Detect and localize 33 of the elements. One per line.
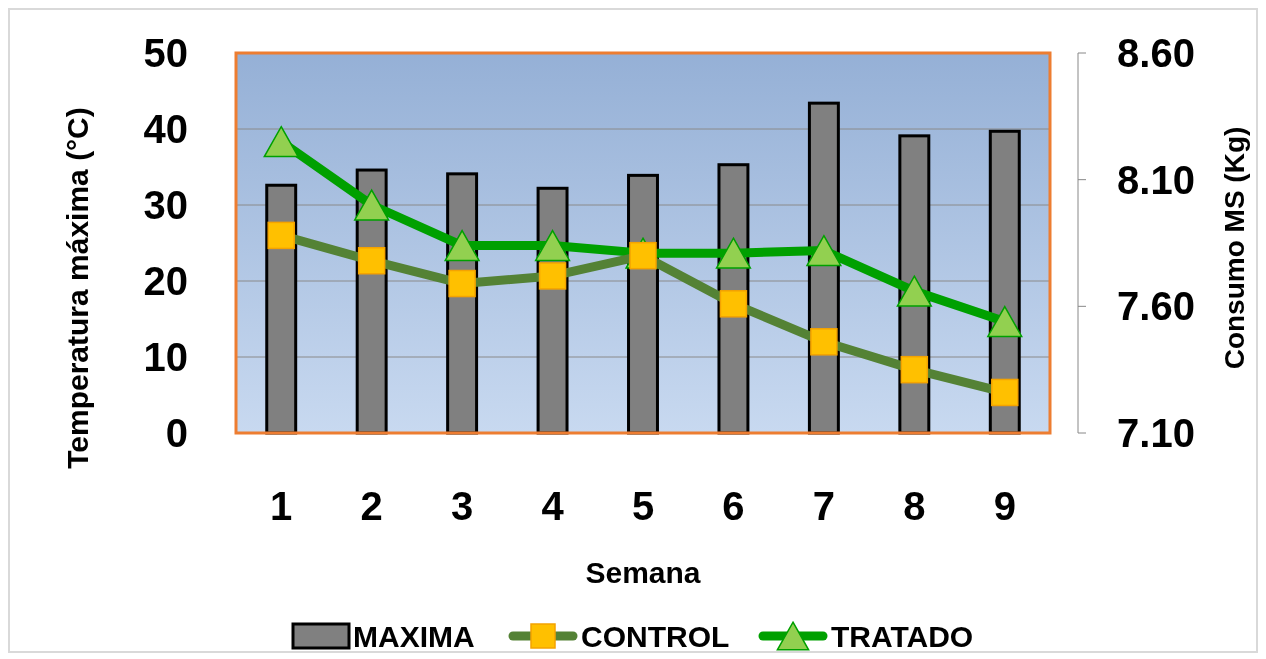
point (896, 275, 932, 307)
y2-axis-title: Consumo MS (Kg) (1219, 126, 1250, 370)
x-tick-label: 5 (631, 484, 655, 528)
y2-tick-label: 7.10 (1117, 411, 1195, 455)
legend-label: MAXIMA (353, 619, 475, 653)
y-tick-label: 0 (165, 411, 188, 455)
y2-tick-label: 8.10 (1117, 157, 1195, 202)
x-tick-label: 9 (993, 484, 1016, 528)
x-tick-label: 3 (450, 484, 474, 528)
y2-tick-label: 8.60 (1117, 31, 1195, 75)
y-tick-label: 20 (143, 259, 188, 303)
point (715, 237, 752, 269)
x-tick-label: 6 (722, 484, 745, 528)
y2-tick-label: 7.60 (1117, 284, 1195, 329)
point (444, 229, 480, 262)
y-tick-label: 50 (143, 31, 188, 75)
x-tick-label: 7 (812, 484, 836, 528)
y-axis-title: Temperatura máxima (°C) (61, 107, 94, 469)
y-tick-label: 10 (143, 335, 188, 379)
point (263, 125, 299, 158)
x-tick-label: 8 (903, 484, 926, 528)
x-tick-label: 1 (270, 484, 293, 528)
y-tick-label: 30 (143, 183, 188, 227)
point (806, 234, 842, 267)
point (354, 189, 390, 221)
x-tick-label: 4 (541, 484, 565, 528)
x-axis-title: Semana (585, 556, 701, 589)
point (987, 305, 1023, 338)
legend-label: TRATADO (831, 619, 974, 653)
x-tick-label: 2 (360, 484, 383, 528)
y-tick-label: 40 (143, 107, 188, 151)
legend-label: CONTROL (581, 619, 730, 653)
point (534, 229, 571, 262)
